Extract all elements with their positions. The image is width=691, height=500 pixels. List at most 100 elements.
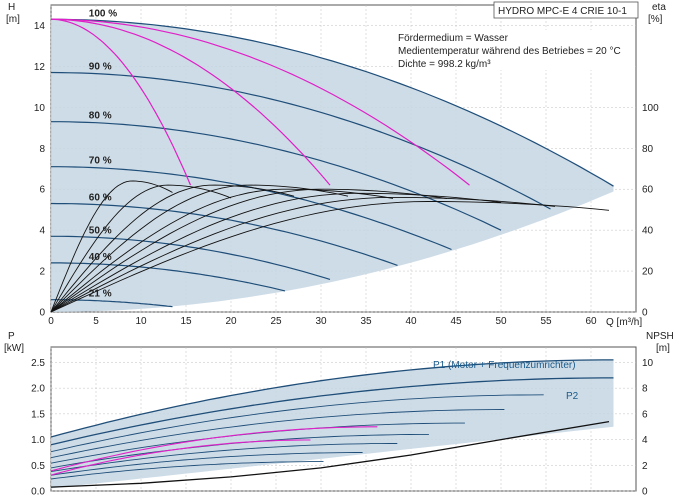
bottom-ytick-label: 2.0 xyxy=(31,384,45,395)
annotation-density: Dichte = 998.2 kg/m³ xyxy=(398,59,491,70)
bottom-ytick-label: 1.5 xyxy=(31,409,45,420)
bottom-y2label: NPSH xyxy=(646,331,674,342)
bottom-yunit: [kW] xyxy=(4,343,24,354)
pump-count-curve xyxy=(50,18,470,186)
npsh-curve xyxy=(50,420,610,488)
power-curve-reduced xyxy=(50,461,324,480)
top-ytick-label: 4 xyxy=(39,226,45,237)
top-ylabel: H xyxy=(8,2,15,13)
speed-label: 70 % xyxy=(89,156,112,167)
power-curve-pink xyxy=(50,426,378,472)
speed-curve xyxy=(50,18,614,187)
top-y2tick-label: 40 xyxy=(642,226,654,237)
efficiency-curve xyxy=(50,188,394,313)
bottom-panel: 0.0 0.5 1.0 1.5 2.0 2.5 0 2 4 6 8 10 P [kW] NPSH [m… xyxy=(4,331,674,498)
efficiency-curve xyxy=(50,180,173,313)
chart-title: HYDRO MPC-E 4 CRIE 10-1 xyxy=(498,6,627,17)
top-ytick-label: 2 xyxy=(39,267,45,278)
bottom-ytick-label: 0.0 xyxy=(31,487,45,498)
top-y2tick-label: 0 xyxy=(642,308,648,319)
top-ytick-label: 10 xyxy=(34,103,46,114)
power-curve-reduced xyxy=(50,452,363,476)
top-operating-envelope xyxy=(51,19,614,313)
speed-label: 21 % xyxy=(89,289,112,300)
efficiency-curve xyxy=(50,184,349,313)
power-curve-reduced xyxy=(50,394,544,453)
bottom-ticks: 0.0 0.5 1.0 1.5 2.0 2.5 0 2 4 6 8 10 xyxy=(31,358,653,498)
top-xtick-label: 25 xyxy=(270,316,282,327)
top-xtick-label: 30 xyxy=(315,316,327,327)
bottom-ylabel: P xyxy=(8,331,15,342)
efficiency-curve xyxy=(50,192,502,313)
title-box xyxy=(493,1,639,19)
annotation-medium: Fördermedium = Wasser xyxy=(398,33,509,44)
top-xtick-label: 40 xyxy=(405,316,417,327)
top-ytick-label: 14 xyxy=(34,21,46,32)
top-xlabel: Q [m³/h] xyxy=(606,317,642,328)
speed-label: 80 % xyxy=(89,111,112,122)
top-xtick-label: 10 xyxy=(135,316,147,327)
speed-label: 100 % xyxy=(89,8,117,19)
top-y2tick-label: 100 xyxy=(642,103,659,114)
top-xtick-label: 60 xyxy=(585,316,597,327)
power-curve xyxy=(50,359,614,438)
top-curves xyxy=(50,18,614,313)
bottom-operating-envelope xyxy=(51,359,614,489)
top-xtick-label: 5 xyxy=(93,316,99,327)
bottom-y2tick-label: 6 xyxy=(642,409,648,420)
bottom-y2tick-label: 2 xyxy=(642,461,648,472)
series-label-p1: P1 (Motor + Frequenzumrichter) xyxy=(433,360,576,371)
series-label-p2: P2 xyxy=(566,391,579,402)
bottom-y2tick-label: 10 xyxy=(642,358,654,369)
top-ytick-label: 8 xyxy=(39,144,45,155)
efficiency-curve xyxy=(50,184,295,313)
top-xtick-label: 50 xyxy=(495,316,507,327)
top-y2label: eta xyxy=(652,2,666,13)
power-curve xyxy=(50,377,614,446)
speed-label: 50 % xyxy=(89,225,112,236)
efficiency-curve xyxy=(50,184,232,313)
top-panel: 0 5 10 15 20 25 30 35 40 45 50 55 60 0 2 4 6 8 10 12 14 0 20 40… xyxy=(6,1,666,328)
top-ytick-label: 0 xyxy=(39,308,45,319)
top-ytick-label: 6 xyxy=(39,185,45,196)
speed-curve xyxy=(51,121,502,231)
top-ticks: 0 5 10 15 20 25 30 35 40 45 50 55 60 0 2 4 6 8 10 12 14 0 20 40… xyxy=(34,8,659,327)
top-xtick-label: 35 xyxy=(360,316,372,327)
top-y2tick-label: 60 xyxy=(642,185,654,196)
pump-count-curve xyxy=(50,18,192,186)
speed-label: 60 % xyxy=(89,193,112,204)
bottom-y2tick-label: 8 xyxy=(642,384,648,395)
power-curve-pink xyxy=(50,439,311,476)
speed-label: 90 % xyxy=(89,62,112,73)
speed-curve xyxy=(51,262,286,292)
power-curve-reduced xyxy=(50,443,398,473)
annotation-box xyxy=(395,30,633,70)
bottom-ytick-label: 2.5 xyxy=(31,358,45,369)
bottom-envelope xyxy=(51,359,614,489)
efficiency-curve xyxy=(50,201,610,313)
bottom-y2unit: [m] xyxy=(656,343,670,354)
top-y2tick-label: 20 xyxy=(642,267,654,278)
efficiency-curve xyxy=(50,188,448,313)
power-curve-reduced xyxy=(50,409,505,459)
bottom-curves xyxy=(50,359,614,488)
bottom-y2tick-label: 4 xyxy=(642,435,648,446)
top-xtick-label: 20 xyxy=(225,316,237,327)
pump-count-curve xyxy=(50,18,331,186)
bottom-ytick-label: 0.5 xyxy=(31,461,45,472)
bottom-y2tick-label: 0 xyxy=(642,487,648,498)
top-y2tick-label: 80 xyxy=(642,144,654,155)
speed-curve xyxy=(50,202,398,266)
top-ytick-label: 12 xyxy=(34,62,46,73)
top-envelope xyxy=(51,19,614,313)
efficiency-curve xyxy=(50,196,556,313)
top-yunit: [m] xyxy=(6,14,20,25)
top-xtick-label: 15 xyxy=(180,316,192,327)
top-xtick-label: 45 xyxy=(450,316,462,327)
top-xtick-label: 0 xyxy=(48,316,54,327)
top-y2unit: [%] xyxy=(648,14,663,25)
speed-label: 40 % xyxy=(89,252,112,263)
annotation-temp: Medientemperatur während des Betriebes =… xyxy=(398,46,621,57)
speed-curve xyxy=(50,71,551,210)
